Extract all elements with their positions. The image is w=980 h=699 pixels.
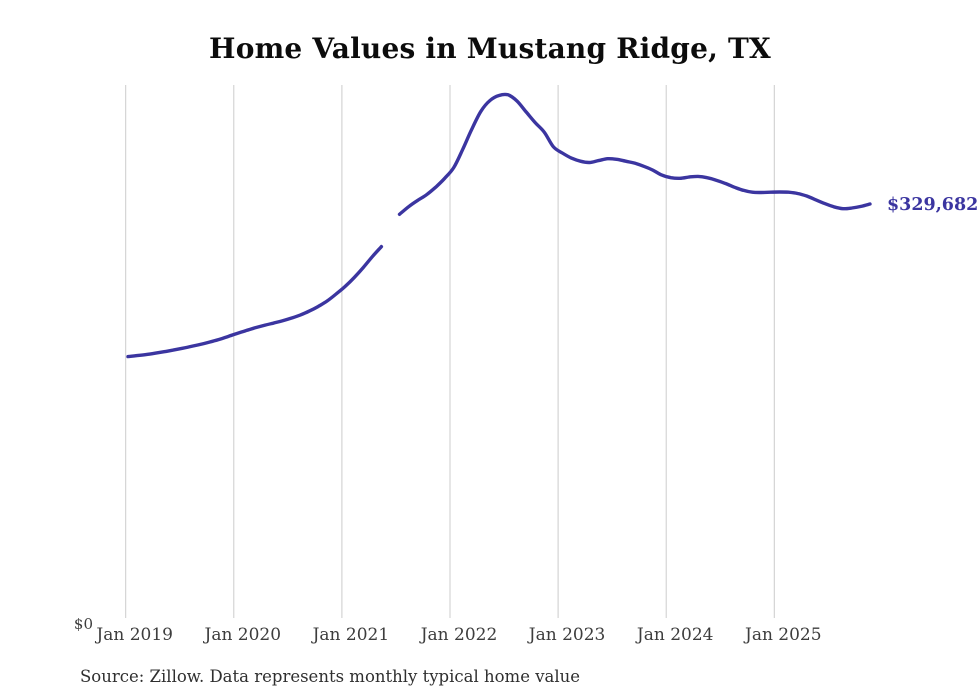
x-tick-label: Jan 2025 bbox=[743, 625, 822, 645]
x-tick-label: Jan 2022 bbox=[419, 625, 498, 645]
home-value-line bbox=[126, 244, 384, 359]
x-tick-label: Jan 2023 bbox=[527, 625, 606, 645]
x-axis-label-layer: Jan 2019 Jan 2020 Jan 2021 Jan 2022 Jan 2023… bbox=[94, 625, 821, 645]
latest-value-label: $329,682 bbox=[887, 195, 978, 215]
x-tick-label: Jan 2024 bbox=[635, 625, 714, 645]
home-value-line bbox=[397, 92, 872, 216]
chart-title: Home Values in Mustang Ridge, TX bbox=[209, 32, 771, 65]
x-tick-label: Jan 2021 bbox=[311, 625, 390, 645]
value-line-layer bbox=[126, 92, 872, 359]
x-tick-label: Jan 2020 bbox=[203, 625, 282, 645]
gridline-layer bbox=[125, 85, 775, 618]
x-tick-label: Jan 2019 bbox=[94, 625, 173, 645]
y-axis-zero-label: $0 bbox=[74, 615, 93, 633]
source-note: Source: Zillow. Data represents monthly … bbox=[80, 667, 581, 686]
